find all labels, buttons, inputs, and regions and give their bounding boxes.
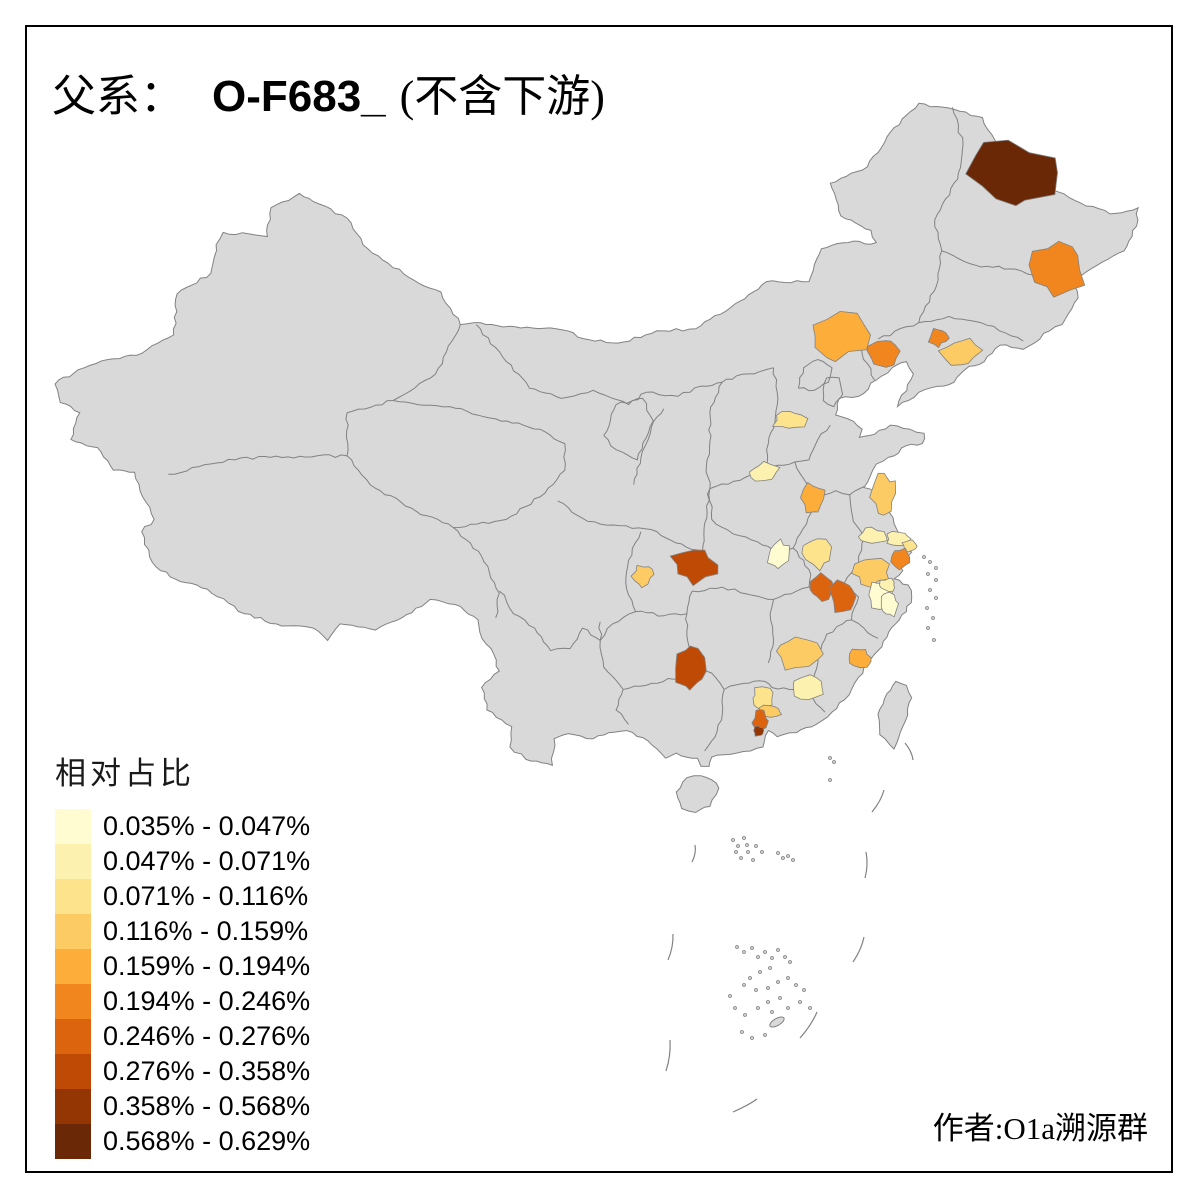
legend: 相对占比 0.035% - 0.047% 0.047% - 0.071% 0.0… <box>55 748 310 1159</box>
legend-item: 0.116% - 0.159% <box>55 914 310 949</box>
legend-items: 0.035% - 0.047% 0.047% - 0.071% 0.071% -… <box>55 809 310 1159</box>
legend-swatch <box>55 984 91 1019</box>
author-credit: 作者:O1a溯源群 <box>932 1111 1148 1146</box>
legend-item: 0.194% - 0.246% <box>55 984 310 1019</box>
legend-item: 0.276% - 0.358% <box>55 1054 310 1089</box>
legend-item: 0.035% - 0.047% <box>55 809 310 844</box>
legend-item: 0.246% - 0.276% <box>55 1019 310 1054</box>
figure-title: 父系： O-F683_ (不含下游) <box>52 60 605 124</box>
legend-swatch <box>55 844 91 879</box>
legend-swatch <box>55 1089 91 1124</box>
legend-label: 0.071% - 0.116% <box>103 881 309 911</box>
legend-label: 0.035% - 0.047% <box>103 811 311 841</box>
legend-item: 0.047% - 0.071% <box>55 844 310 879</box>
legend-label: 0.276% - 0.358% <box>103 1056 311 1086</box>
legend-swatch <box>55 914 91 949</box>
legend-swatch <box>55 1124 91 1159</box>
legend-item: 0.071% - 0.116% <box>55 879 310 914</box>
legend-item: 0.159% - 0.194% <box>55 949 310 984</box>
legend-label: 0.194% - 0.246% <box>103 986 311 1016</box>
legend-label: 0.159% - 0.194% <box>103 951 311 981</box>
legend-swatch <box>55 1019 91 1054</box>
legend-item: 0.568% - 0.629% <box>55 1124 310 1159</box>
legend-swatch <box>55 809 91 844</box>
title-code: O-F683_ <box>212 72 386 121</box>
legend-swatch <box>55 949 91 984</box>
legend-title: 相对占比 <box>55 756 195 791</box>
legend-swatch <box>55 1054 91 1089</box>
legend-label: 0.116% - 0.159% <box>103 916 309 946</box>
legend-label: 0.358% - 0.568% <box>103 1091 311 1121</box>
title-suffix: (不含下游) <box>399 72 605 121</box>
legend-item: 0.358% - 0.568% <box>55 1089 310 1124</box>
legend-label: 0.246% - 0.276% <box>103 1021 311 1051</box>
legend-swatch <box>55 879 91 914</box>
title-prefix: 父系： <box>52 72 184 121</box>
legend-label: 0.047% - 0.071% <box>103 846 311 876</box>
legend-label: 0.568% - 0.629% <box>103 1126 311 1156</box>
